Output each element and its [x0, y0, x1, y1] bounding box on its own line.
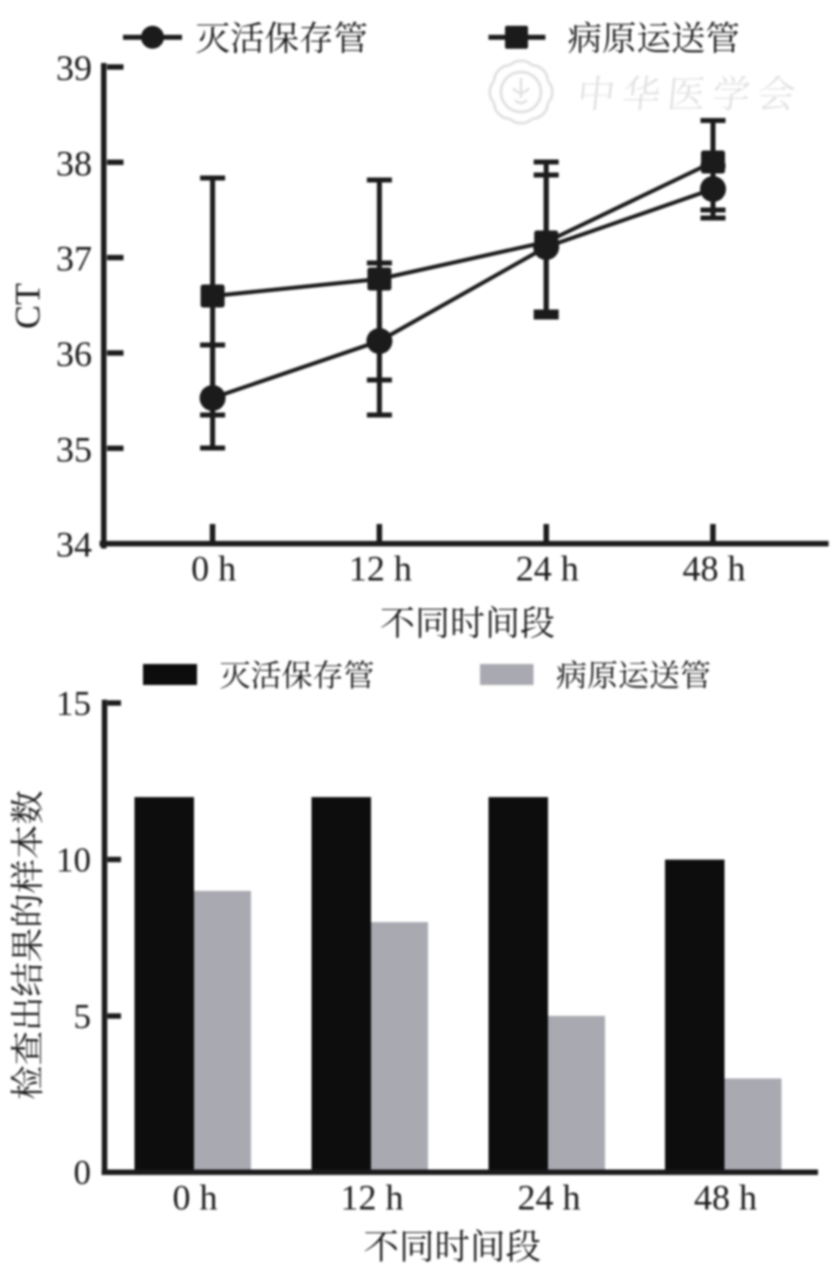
svg-text:12 h: 12 h — [349, 549, 412, 589]
svg-text:24 h: 24 h — [518, 1178, 581, 1218]
svg-text:34: 34 — [56, 525, 92, 565]
svg-text:35: 35 — [56, 429, 92, 469]
svg-text:24 h: 24 h — [516, 549, 579, 589]
svg-text:10: 10 — [56, 840, 91, 879]
svg-text:0 h: 0 h — [173, 1178, 218, 1218]
svg-text:12 h: 12 h — [341, 1178, 404, 1218]
svg-text:48 h: 48 h — [683, 549, 746, 589]
svg-text:38: 38 — [56, 143, 92, 183]
svg-text:37: 37 — [56, 239, 92, 279]
svg-text:0: 0 — [74, 1153, 92, 1192]
svg-text:CT: CT — [8, 283, 48, 329]
svg-text:48 h: 48 h — [694, 1178, 757, 1218]
svg-text:0 h: 0 h — [191, 549, 236, 589]
svg-text:36: 36 — [56, 334, 92, 374]
svg-text:5: 5 — [74, 997, 92, 1036]
svg-text:15: 15 — [56, 684, 91, 723]
svg-text:39: 39 — [56, 48, 92, 88]
